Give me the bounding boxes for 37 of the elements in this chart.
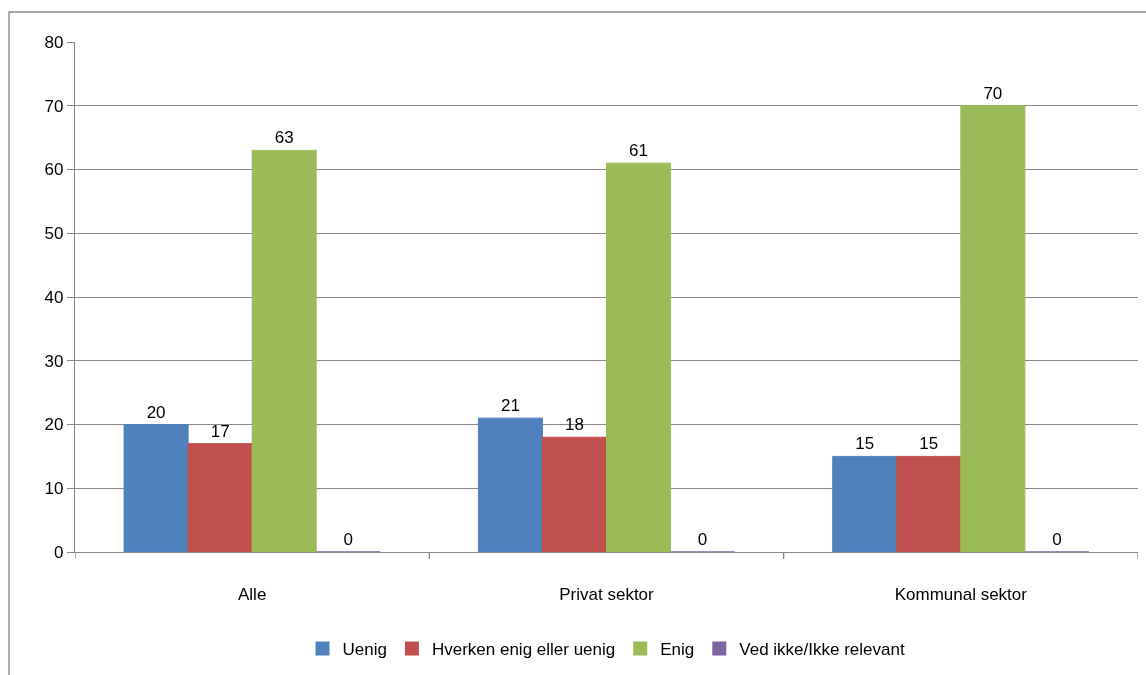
bar [606, 162, 672, 552]
y-tick-label: 70 [44, 96, 64, 116]
bar [123, 424, 189, 552]
bar [832, 455, 898, 552]
y-tick-label: 10 [44, 479, 64, 499]
data-label: 18 [565, 415, 584, 435]
bar [960, 105, 1026, 552]
x-tick-label: Alle [237, 584, 267, 604]
y-tick-label: 30 [44, 351, 64, 371]
legend-label: Ved ikke/Ikke relevant [739, 640, 905, 660]
bar [477, 417, 543, 552]
legend-label: Uenig [342, 640, 387, 660]
y-tick-label: 60 [44, 160, 64, 180]
bar [541, 436, 607, 552]
data-label: 20 [146, 402, 166, 422]
bar [251, 149, 317, 552]
data-label: 21 [500, 396, 520, 416]
data-label: 0 [697, 530, 708, 549]
data-label: 15 [855, 434, 875, 454]
data-label: 0 [1052, 530, 1062, 549]
bar [896, 455, 962, 552]
y-tick-label: 0 [53, 542, 64, 562]
y-tick-label: 50 [44, 224, 64, 244]
bar [187, 443, 253, 552]
legend-label: Hverken enig eller uenig [431, 640, 616, 660]
data-label: 61 [629, 141, 648, 161]
y-tick-label: 20 [44, 415, 64, 435]
data-label: 17 [210, 421, 230, 441]
y-tick-label: 40 [44, 287, 64, 307]
legend-label: Enig [660, 640, 695, 660]
x-tick-label: Kommunal sektor [894, 584, 1028, 604]
x-tick-label: Privat sektor [559, 584, 655, 604]
data-label: 70 [983, 83, 1003, 103]
data-label: 0 [343, 530, 353, 549]
data-label: 15 [919, 434, 939, 454]
data-label: 63 [274, 128, 294, 148]
y-tick-label: 80 [44, 32, 64, 52]
